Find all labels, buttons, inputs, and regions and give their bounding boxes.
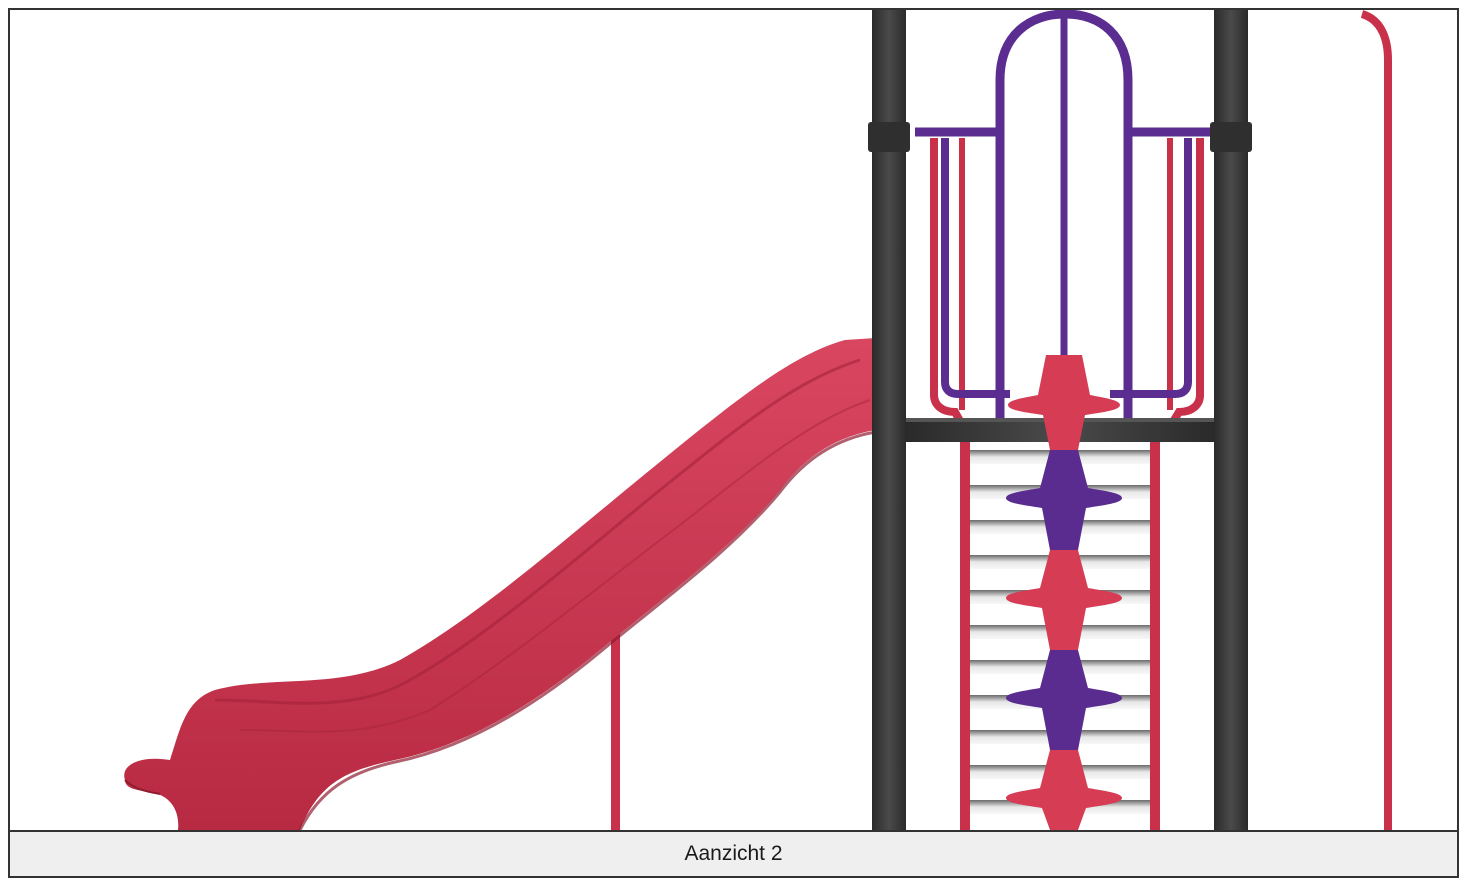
slide (124, 338, 877, 830)
grip-purple-1 (1006, 450, 1122, 550)
panel-frame-red (930, 138, 1204, 433)
viewer-frame: Aanzicht 2 (8, 8, 1459, 878)
grip-red-3 (1006, 750, 1122, 830)
playground-illustration (124, 10, 1392, 830)
caption-bar: Aanzicht 2 (10, 830, 1457, 876)
ladder-rails (960, 430, 1160, 830)
product-view-image[interactable] (10, 10, 1457, 830)
climbing-grips (1006, 355, 1122, 830)
deck-posts (868, 10, 1252, 830)
grip-red-2 (1006, 550, 1122, 650)
slide-support-pole (611, 610, 620, 830)
side-rail-right (1360, 10, 1392, 830)
view-caption: Aanzicht 2 (684, 842, 783, 865)
grip-purple-2 (1006, 650, 1122, 750)
grip-red-1 (1008, 355, 1120, 450)
panel-frame-purple (915, 10, 1215, 435)
